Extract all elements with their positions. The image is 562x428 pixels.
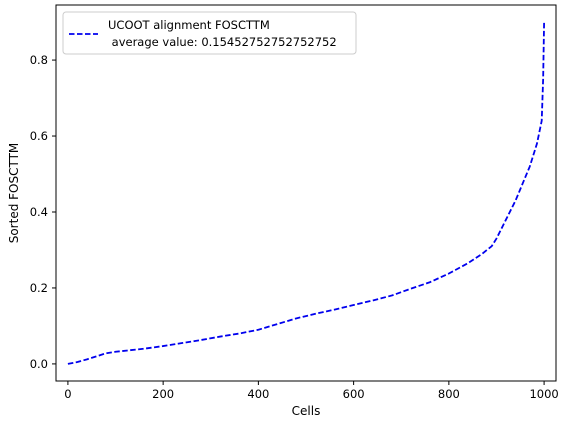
x-ticks: 0 200 400 600 800 1000 [64, 381, 559, 401]
x-tick-label: 1000 [529, 387, 558, 401]
legend-average-value: average value: 0.15452752752752752 [108, 35, 337, 49]
plot-frame [55, 4, 557, 382]
x-tick-label: 600 [343, 387, 365, 401]
y-tick-label: 0.0 [30, 357, 48, 371]
legend: UCOOT alignment FOSCTTM average value: 0… [62, 11, 357, 55]
y-tick-label: 0.4 [30, 205, 48, 219]
y-tick-label: 0.2 [30, 281, 48, 295]
series-line-0 [67, 22, 545, 365]
legend-series-name: UCOOT alignment FOSCTTM [108, 18, 270, 32]
y-tick-label: 0.8 [30, 53, 48, 67]
y-axis-label: Sorted FOSCTTM [7, 143, 21, 244]
x-axis-label: Cells [292, 404, 321, 418]
x-tick-label: 200 [152, 387, 174, 401]
series-layer [67, 22, 545, 365]
plot-background [56, 5, 556, 381]
x-tick-label: 0 [64, 387, 71, 401]
y-ticks: 0.0 0.2 0.4 0.6 0.8 [30, 53, 56, 371]
y-tick-label: 0.6 [30, 129, 48, 143]
legend-box [62, 11, 357, 55]
x-tick-label: 800 [438, 387, 460, 401]
x-tick-label: 400 [247, 387, 269, 401]
